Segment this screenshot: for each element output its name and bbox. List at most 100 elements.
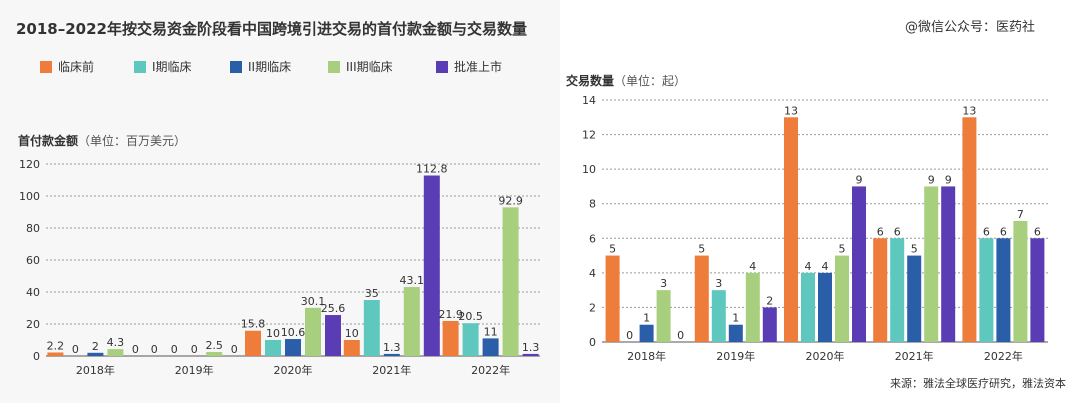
- left-chart-bar: [383, 353, 400, 356]
- right-chart-data-label: 5: [911, 243, 918, 256]
- left-chart-data-label: 43.1: [400, 274, 425, 287]
- left-chart-data-label: 112.8: [416, 163, 448, 176]
- right-chart-data-label: 5: [839, 243, 846, 256]
- left-chart-data-label: 2.5: [205, 339, 223, 352]
- right-chart-bar: [996, 238, 1011, 342]
- right-chart-data-label: 6: [983, 225, 990, 238]
- legend-swatch: [40, 60, 52, 73]
- left-chart-category-label: 2021年: [372, 363, 411, 377]
- left-chart-bar: [107, 349, 124, 356]
- right-chart-data-label: 7: [1017, 208, 1024, 221]
- left-chart-data-label: 15.8: [241, 318, 266, 331]
- right-chart-data-label: 13: [962, 104, 976, 117]
- right-chart-ytick-label: 10: [582, 163, 596, 176]
- left-subtitle-unit: （单位：百万美元）: [78, 134, 187, 148]
- right-chart-category-label: 2018年: [627, 349, 666, 363]
- right-chart-bar: [728, 324, 743, 342]
- left-chart-bar: [343, 340, 360, 356]
- right-chart-bar: [924, 186, 939, 342]
- right-chart-bar: [639, 324, 654, 342]
- left-chart-bar: [87, 352, 104, 356]
- left-subtitle-label: 首付款金额: [18, 134, 79, 148]
- right-chart-data-label: 6: [877, 225, 884, 238]
- right-chart-data-label: 4: [822, 260, 829, 273]
- left-chart-data-label: 20.5: [458, 310, 483, 323]
- legend-label: III期临床: [346, 60, 393, 74]
- right-chart-bar: [818, 272, 832, 342]
- right-chart-category-label: 2022年: [984, 349, 1023, 363]
- right-chart-bar: [762, 307, 777, 342]
- legend-swatch: [134, 60, 146, 73]
- left-chart-ytick-label: 120: [19, 158, 40, 171]
- legend-label: I期临床: [152, 60, 192, 74]
- legend-item: II期临床: [230, 58, 291, 75]
- right-chart-ytick-label: 6: [589, 232, 596, 245]
- left-chart-data-label: 21.9: [438, 308, 463, 321]
- left-chart-ytick-label: 100: [19, 190, 40, 203]
- left-chart-data-label: 4.3: [107, 336, 125, 349]
- left-chart-bar: [265, 340, 281, 356]
- legend-item: I期临床: [134, 58, 192, 75]
- left-chart-data-label: 30.1: [301, 295, 326, 308]
- left-chart-bar: [403, 287, 420, 356]
- left-chart-data-label: 2.2: [47, 339, 65, 352]
- left-chart-data-label: 11: [484, 325, 498, 338]
- left-chart-data-label: 0: [171, 343, 178, 356]
- main-title: 2018–2022年按交易资金阶段看中国跨境引进交易的首付款金额与交易数量: [16, 20, 527, 38]
- right-chart-category-label: 2021年: [895, 349, 934, 363]
- left-chart-ytick-label: 80: [26, 222, 40, 235]
- right-chart-data-label: 0: [677, 329, 684, 342]
- right-chart-bar: [941, 186, 956, 342]
- left-chart-bar: [502, 207, 519, 356]
- left-chart-bar: [442, 320, 459, 356]
- right-chart-data-label: 0: [626, 329, 633, 342]
- left-chart-bar: [206, 352, 223, 356]
- right-chart-ytick-label: 14: [582, 94, 596, 107]
- right-chart-subtitle: 交易数量（单位：起）: [566, 72, 686, 89]
- left-chart-bar: [363, 300, 380, 356]
- right-chart-data-label: 5: [609, 243, 616, 256]
- right-chart-data-label: 6: [1000, 225, 1007, 238]
- right-chart-category-label: 2020年: [806, 349, 845, 363]
- left-chart-data-label: 92.9: [498, 194, 523, 207]
- left-chart-bar: [423, 175, 440, 356]
- legend-label: II期临床: [248, 60, 292, 74]
- left-chart-ytick-label: 0: [33, 350, 40, 363]
- legend-swatch: [436, 60, 448, 73]
- source-note: 来源：雅法全球医疗研究，雅法资本: [890, 377, 1066, 390]
- left-chart-subtitle: 首付款金额（单位：百万美元）: [18, 132, 186, 149]
- right-chart-bar: [745, 272, 760, 342]
- left-chart-data-label: 2: [92, 340, 99, 353]
- right-chart-data-label: 6: [1034, 225, 1041, 238]
- left-chart-bar: [285, 339, 301, 356]
- right-chart-data-label: 4: [749, 260, 756, 273]
- right-chart-data-label: 1: [643, 312, 650, 325]
- legend-item: 临床前: [40, 58, 94, 75]
- right-chart-bar: [890, 238, 905, 342]
- right-chart-bar: [852, 186, 866, 342]
- left-chart-category-label: 2018年: [76, 363, 115, 377]
- right-chart-data-label: 1: [732, 312, 739, 325]
- right-chart-bar: [1013, 221, 1028, 342]
- right-chart-bar: [801, 272, 815, 342]
- left-chart-ytick-label: 20: [26, 318, 40, 331]
- right-chart-data-label: 13: [784, 104, 798, 117]
- right-chart-bar: [962, 117, 977, 343]
- right-subtitle-label: 交易数量: [566, 74, 615, 88]
- right-chart-bar: [907, 255, 922, 342]
- right-chart-data-label: 9: [856, 173, 863, 186]
- right-chart-data-label: 2: [766, 294, 773, 307]
- right-chart-bar: [835, 255, 849, 342]
- left-chart-bar: [245, 330, 261, 356]
- right-chart-data-label: 3: [660, 277, 667, 290]
- right-chart-data-label: 3: [715, 277, 722, 290]
- right-subtitle-unit: （单位：起）: [614, 74, 687, 88]
- left-chart-ytick-label: 40: [26, 286, 40, 299]
- left-chart-ytick-label: 60: [26, 254, 40, 267]
- right-chart-bar: [979, 238, 994, 342]
- left-chart-data-label: 10: [345, 327, 359, 340]
- legend-item: III期临床: [328, 58, 393, 75]
- right-chart-data-label: 9: [928, 173, 935, 186]
- left-chart-data-label: 1.3: [522, 341, 540, 354]
